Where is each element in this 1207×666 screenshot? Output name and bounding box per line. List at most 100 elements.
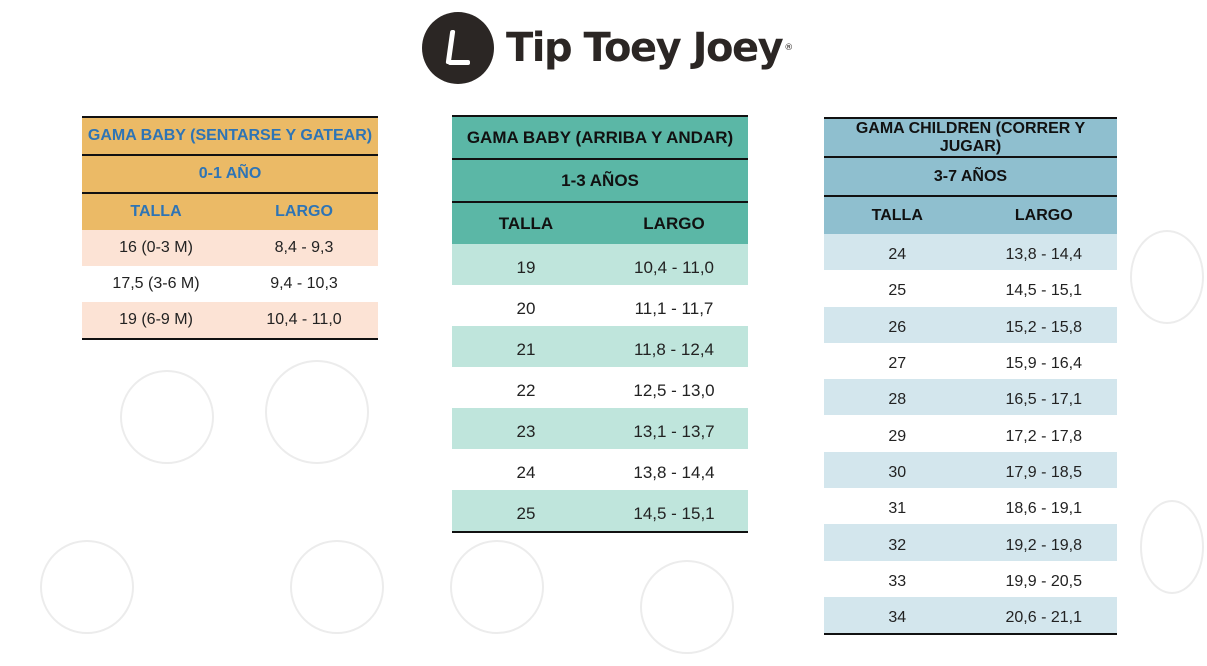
length-cell: 13,1 - 13,7 [633,421,715,441]
table-title: GAMA BABY (SENTARSE Y GATEAR) [87,127,373,144]
table-body: 16 (0-3 M) 8,4 - 9,3 17,5 (3-6 M) 9,4 - 10,… [82,230,378,338]
table-title: GAMA CHILDREN (CORRER Y JUGAR) [855,119,1086,155]
length-cell: 13,8 - 14,4 [1005,246,1083,264]
teddy-bear-watermark [120,370,214,464]
table-row: 17,5 (3-6 M) 9,4 - 10,3 [82,266,378,302]
length-cell: 19,9 - 20,5 [1005,572,1083,590]
baby-face-watermark [265,360,369,464]
age-range-row: 0-1 AÑO [82,156,378,194]
length-cell: 17,9 - 18,5 [1005,463,1083,481]
table-row: 31 18,6 - 19,1 [824,488,1117,524]
brand-name: Tip Toey Joey [506,25,784,71]
length-cell: 10,4 - 11,0 [266,311,342,328]
size-cell: 23 [516,421,536,441]
length-cell: 15,2 - 15,8 [1005,318,1083,336]
column-header-row: TALLA LARGO [452,203,748,244]
length-cell: 8,4 - 9,3 [274,239,334,256]
table-title-row: GAMA BABY (SENTARSE Y GATEAR) [82,118,378,156]
size-cell: 25 [888,282,907,300]
age-range: 0-1 AÑO [198,165,262,182]
length-cell: 14,5 - 15,1 [1005,282,1083,300]
column-header-largo: LARGO [275,203,333,220]
size-cell: 30 [888,463,907,481]
table-row: 26 15,2 - 15,8 [824,306,1117,343]
table-body: 24 13,8 - 14,4 25 14,5 - 15,1 26 15,2 - 15,8 2… [824,234,1117,634]
table-row: 25 14,5 - 15,1 [452,490,748,531]
size-cell: 31 [888,500,907,518]
size-cell: 21 [516,339,536,359]
length-cell: 14,5 - 15,1 [633,503,715,523]
table-row: 20 11,1 - 11,7 [452,285,748,326]
size-cell: 27 [888,355,907,373]
size-cell: 24 [516,462,536,482]
brand-logo: Tip Toey Joey ® [422,12,793,84]
column-header-largo: LARGO [1014,206,1073,224]
length-cell: 16,5 - 17,1 [1005,391,1083,409]
table-row: 28 16,5 - 17,1 [824,379,1117,416]
column-header-row: TALLA LARGO [824,197,1117,234]
size-table-1-3: GAMA BABY (ARRIBA Y ANDAR) 1-3 AÑOS TALLA L… [452,115,748,533]
table-row: 19 10,4 - 11,0 [452,244,748,285]
baby-face-watermark [40,540,134,634]
length-cell: 10,4 - 11,0 [633,257,715,277]
table-title-row: GAMA BABY (ARRIBA Y ANDAR) [452,117,748,160]
length-cell: 18,6 - 19,1 [1005,500,1083,518]
teddy-bear-watermark [290,540,384,634]
table-row: 25 14,5 - 15,1 [824,270,1117,306]
column-header-talla: TALLA [871,206,923,224]
table-row: 32 19,2 - 19,8 [824,524,1117,561]
kangaroo-logo-icon [422,12,494,84]
size-cell: 22 [516,380,536,400]
table-row: 27 15,9 - 16,4 [824,343,1117,379]
size-cell: 32 [888,536,907,554]
length-cell: 9,4 - 10,3 [270,275,338,292]
size-cell: 16 (0-3 M) [119,239,193,256]
table-row: 29 17,2 - 17,8 [824,415,1117,451]
table-row: 16 (0-3 M) 8,4 - 9,3 [82,230,378,266]
table-row: 22 12,5 - 13,0 [452,367,748,408]
size-cell: 20 [516,298,536,318]
size-cell: 26 [888,318,907,336]
table-row: 24 13,8 - 14,4 [824,234,1117,271]
size-cell: 28 [888,391,907,409]
size-cell: 19 (6-9 M) [119,311,193,328]
baby-face-watermark [1140,500,1204,594]
length-cell: 19,2 - 19,8 [1005,536,1083,554]
size-cell: 24 [888,246,907,264]
length-cell: 20,6 - 21,1 [1005,609,1083,627]
age-range: 1-3 AÑOS [561,170,639,190]
column-header-talla: TALLA [130,203,182,220]
table-row: 33 19,9 - 20,5 [824,561,1117,597]
size-table-0-1: GAMA BABY (SENTARSE Y GATEAR) 0-1 AÑO TALL… [82,116,378,340]
size-cell: 33 [888,572,907,590]
age-range: 3-7 AÑOS [933,167,1008,185]
size-cell: 34 [888,609,907,627]
column-header-talla: TALLA [498,213,554,233]
length-cell: 11,8 - 12,4 [633,339,715,359]
registered-mark: ® [784,43,794,53]
column-header-largo: LARGO [643,213,705,233]
length-cell: 17,2 - 17,8 [1005,427,1083,445]
table-row: 30 17,9 - 18,5 [824,451,1117,489]
table-body: 19 10,4 - 11,0 20 11,1 - 11,7 21 11,8 - 12,4 2… [452,244,748,531]
size-table-3-7: GAMA CHILDREN (CORRER Y JUGAR) 3-7 AÑOS TA… [824,117,1117,636]
length-cell: 11,1 - 11,7 [634,298,714,318]
age-range-row: 1-3 AÑOS [452,160,748,203]
length-cell: 13,8 - 14,4 [633,462,715,482]
size-cell: 29 [888,427,907,445]
table-title: GAMA BABY (ARRIBA Y ANDAR) [466,127,734,147]
age-range-row: 3-7 AÑOS [824,158,1117,197]
baby-face-watermark [450,540,544,634]
size-cell: 25 [516,503,536,523]
table-row: 23 13,1 - 13,7 [452,408,748,449]
table-row: 34 20,6 - 21,1 [824,596,1117,634]
teddy-bear-watermark [1130,230,1204,324]
column-header-row: TALLA LARGO [82,194,378,230]
table-row: 21 11,8 - 12,4 [452,326,748,367]
table-row: 24 13,8 - 14,4 [452,449,748,490]
length-cell: 12,5 - 13,0 [633,380,715,400]
size-cell: 19 [516,257,536,277]
length-cell: 15,9 - 16,4 [1005,355,1083,373]
teddy-bear-watermark [640,560,734,654]
table-title-row: GAMA CHILDREN (CORRER Y JUGAR) [824,119,1117,158]
